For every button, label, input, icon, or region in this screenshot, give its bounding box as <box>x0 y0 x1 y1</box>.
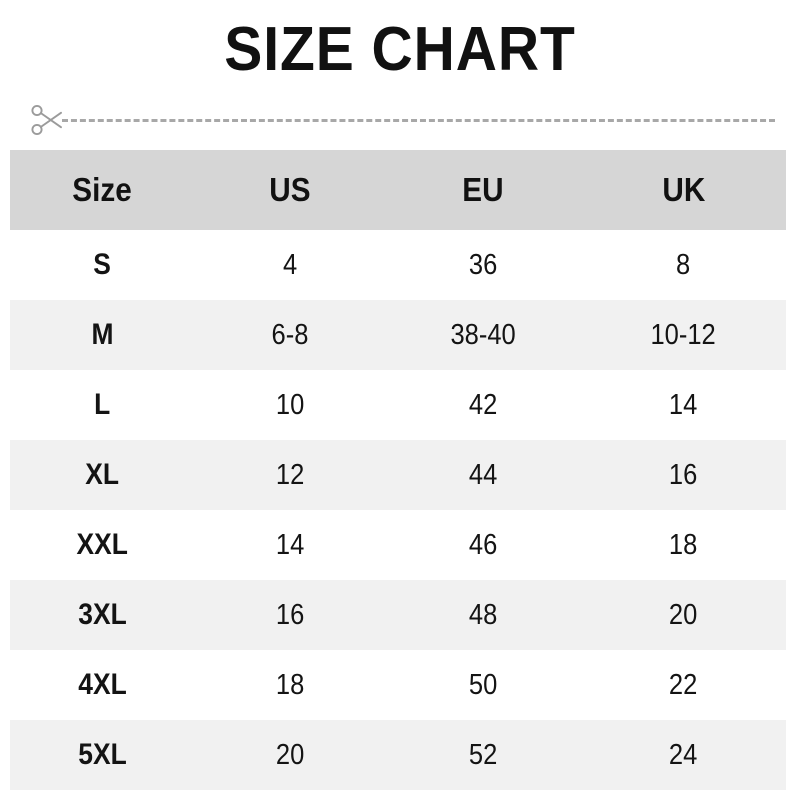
cell-eu: 50 <box>385 650 581 720</box>
table-header: Size US EU UK <box>10 150 786 230</box>
cell-us-value: 20 <box>275 738 305 771</box>
cell-size: S <box>10 230 195 300</box>
cell-eu-value: 38-40 <box>450 318 516 351</box>
cell-us: 6-8 <box>195 300 385 370</box>
cell-uk: 20 <box>581 580 786 650</box>
cell-size: 4XL <box>10 650 195 720</box>
cell-size-value: S <box>93 248 112 281</box>
cell-size-value: 5XL <box>78 738 127 771</box>
cell-us: 10 <box>195 370 385 440</box>
cell-us-value: 4 <box>282 248 298 281</box>
cell-uk-value: 24 <box>669 738 698 771</box>
cell-size-value: 4XL <box>78 668 127 701</box>
table-row: L 10 42 14 <box>10 370 786 440</box>
cell-uk-value: 22 <box>669 668 698 701</box>
cell-uk: 8 <box>581 230 786 300</box>
cut-line-row <box>0 100 800 142</box>
cell-us-value: 18 <box>275 668 305 701</box>
column-header-eu: EU <box>385 150 581 230</box>
table-row: S 4 36 8 <box>10 230 786 300</box>
cell-eu: 52 <box>385 720 581 790</box>
cell-uk-value: 16 <box>669 458 698 491</box>
column-header-us-label: US <box>269 171 311 208</box>
cell-us-value: 6-8 <box>271 318 309 351</box>
table-row: XL 12 44 16 <box>10 440 786 510</box>
cell-eu: 42 <box>385 370 581 440</box>
cell-size-value: XXL <box>76 528 129 561</box>
cell-size-value: L <box>94 388 111 421</box>
cell-us: 4 <box>195 230 385 300</box>
cell-uk: 16 <box>581 440 786 510</box>
column-header-size-label: Size <box>72 171 133 208</box>
cell-eu-value: 50 <box>468 668 498 701</box>
cell-size-value: XL <box>85 458 120 491</box>
cell-size: 3XL <box>10 580 195 650</box>
cell-us: 14 <box>195 510 385 580</box>
cell-eu-value: 44 <box>468 458 498 491</box>
cell-eu: 36 <box>385 230 581 300</box>
cell-size: 5XL <box>10 720 195 790</box>
size-chart-table: Size US EU UK S 4 36 8 M 6-8 38-40 10-12… <box>10 150 786 790</box>
cell-us-value: 10 <box>275 388 305 421</box>
cell-eu-value: 36 <box>468 248 498 281</box>
cell-us: 18 <box>195 650 385 720</box>
table-row: XXL 14 46 18 <box>10 510 786 580</box>
scissors-icon <box>30 102 64 138</box>
cell-size-value: 3XL <box>78 598 127 631</box>
cell-eu: 44 <box>385 440 581 510</box>
column-header-size: Size <box>10 150 195 230</box>
cell-eu-value: 46 <box>468 528 498 561</box>
page-title: SIZE CHART <box>224 15 576 84</box>
cell-size: XL <box>10 440 195 510</box>
cell-uk-value: 8 <box>676 248 691 281</box>
title-bar: SIZE CHART <box>0 0 800 100</box>
cell-eu-value: 48 <box>468 598 498 631</box>
cell-size: XXL <box>10 510 195 580</box>
column-header-eu-label: EU <box>462 171 504 208</box>
cell-us: 16 <box>195 580 385 650</box>
cell-us: 20 <box>195 720 385 790</box>
table-row: M 6-8 38-40 10-12 <box>10 300 786 370</box>
cell-uk-value: 20 <box>669 598 698 631</box>
cell-eu: 38-40 <box>385 300 581 370</box>
column-header-uk: UK <box>581 150 786 230</box>
table-row: 3XL 16 48 20 <box>10 580 786 650</box>
cell-uk: 24 <box>581 720 786 790</box>
cell-eu-value: 42 <box>468 388 498 421</box>
cell-us-value: 16 <box>275 598 305 631</box>
cell-eu: 46 <box>385 510 581 580</box>
cell-size-value: M <box>91 318 114 351</box>
column-header-uk-label: UK <box>662 171 705 208</box>
cell-size: L <box>10 370 195 440</box>
cell-uk-value: 18 <box>669 528 698 561</box>
cell-uk: 22 <box>581 650 786 720</box>
cell-us-value: 12 <box>275 458 305 491</box>
cell-eu-value: 52 <box>468 738 498 771</box>
cell-size: M <box>10 300 195 370</box>
table-row: 4XL 18 50 22 <box>10 650 786 720</box>
cell-uk: 18 <box>581 510 786 580</box>
cell-uk-value: 14 <box>669 388 698 421</box>
cut-dashed-line <box>62 119 775 122</box>
cell-uk: 10-12 <box>581 300 786 370</box>
cell-us-value: 14 <box>275 528 305 561</box>
table-body: S 4 36 8 M 6-8 38-40 10-12 L 10 42 14 XL… <box>10 230 786 790</box>
cell-eu: 48 <box>385 580 581 650</box>
table-row: 5XL 20 52 24 <box>10 720 786 790</box>
column-header-us: US <box>195 150 385 230</box>
cell-uk-value: 10-12 <box>650 318 717 351</box>
cell-uk: 14 <box>581 370 786 440</box>
cell-us: 12 <box>195 440 385 510</box>
table-header-row: Size US EU UK <box>10 150 786 230</box>
size-chart-table-wrapper: Size US EU UK S 4 36 8 M 6-8 38-40 10-12… <box>10 150 786 790</box>
